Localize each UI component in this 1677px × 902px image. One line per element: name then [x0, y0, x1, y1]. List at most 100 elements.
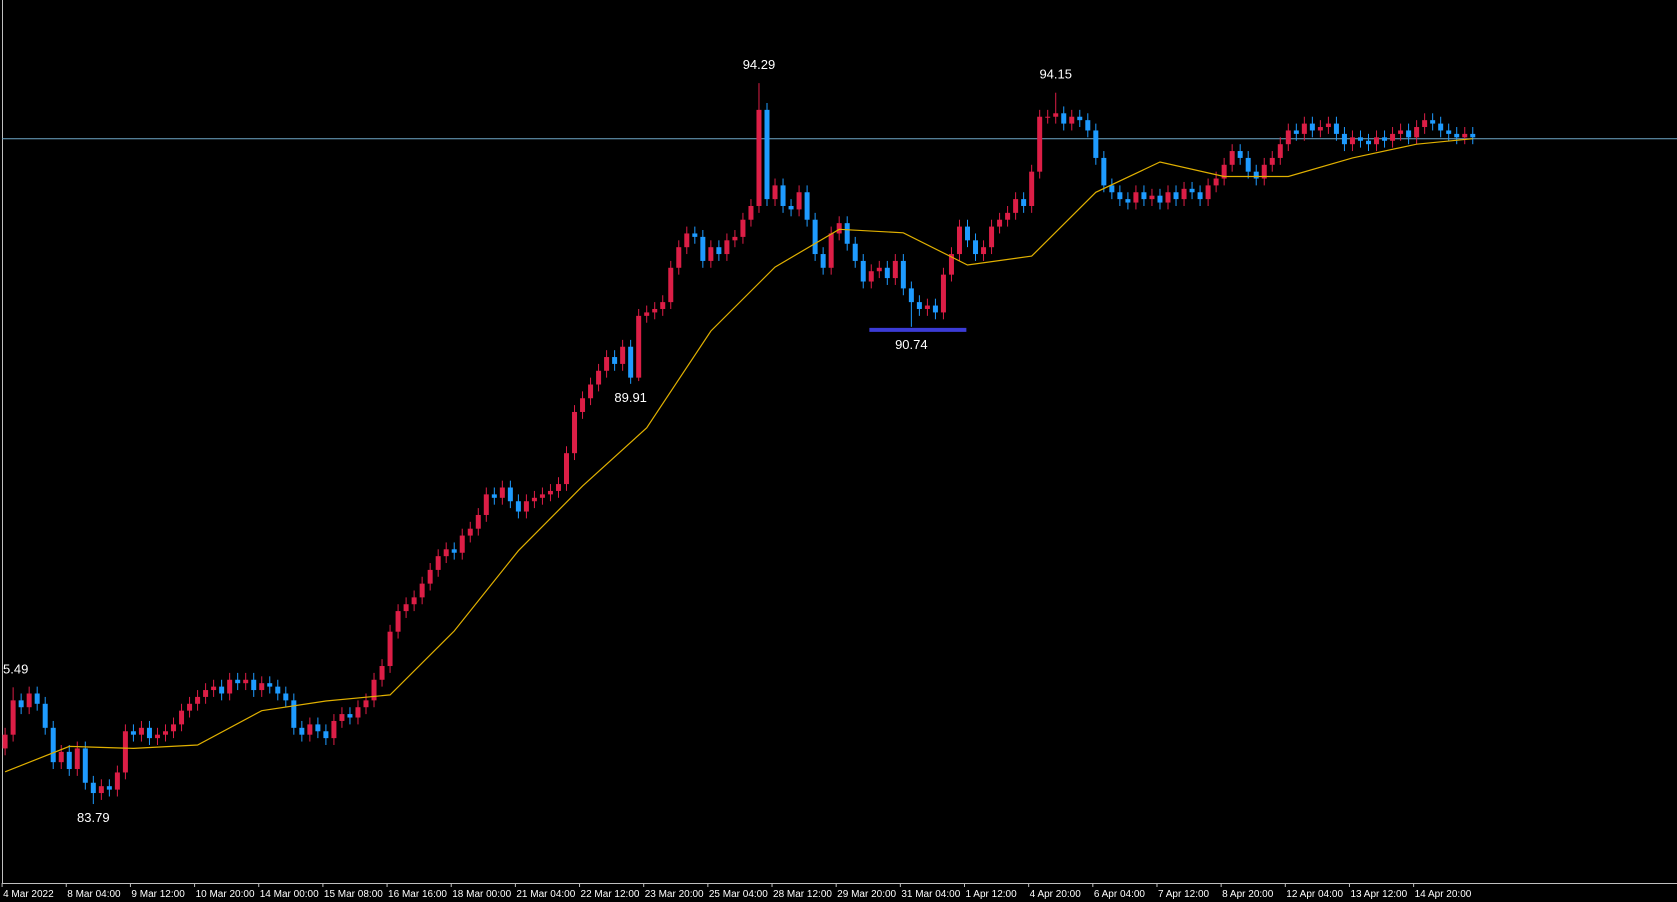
- candle-body: [531, 497, 537, 502]
- price-annotation: 83.79: [77, 810, 110, 825]
- candle-body: [1061, 113, 1067, 124]
- candle-body: [973, 240, 979, 255]
- candle-body: [732, 236, 738, 241]
- candle-body: [1125, 199, 1131, 203]
- candle-body: [130, 731, 136, 735]
- candle-body: [956, 226, 962, 255]
- candle-body: [564, 453, 569, 485]
- candle-body: [1157, 195, 1163, 203]
- candle-body: [42, 703, 48, 728]
- x-tick-label: 29 Mar 20:00: [837, 889, 896, 900]
- candle-body: [924, 305, 930, 309]
- candle-body: [820, 254, 826, 268]
- candle-body: [884, 267, 890, 279]
- candle-body: [868, 271, 874, 282]
- x-tick-label: 18 Mar 00:00: [452, 889, 511, 900]
- candle-body: [411, 597, 417, 605]
- candle-body: [179, 710, 185, 725]
- x-tick-label: 22 Mar 12:00: [581, 889, 640, 900]
- x-tick-label: 28 Mar 12:00: [773, 889, 832, 900]
- candle-body: [1165, 192, 1171, 203]
- candle-body: [676, 247, 682, 268]
- candle-body: [459, 535, 465, 553]
- candle-body: [1293, 130, 1299, 134]
- candle-body: [1325, 123, 1331, 128]
- candle-body: [1390, 133, 1396, 141]
- candle-body: [1261, 164, 1267, 179]
- candle-body: [620, 346, 626, 364]
- candle-body: [1245, 157, 1251, 172]
- candle-body: [1301, 123, 1307, 134]
- candle-body: [932, 305, 938, 313]
- candle-body: [1117, 192, 1123, 200]
- price-annotation: 94.15: [1039, 67, 1072, 82]
- candle-body: [547, 490, 553, 495]
- candle-body: [708, 247, 714, 261]
- candle-body: [363, 700, 369, 708]
- candle-body: [1013, 199, 1019, 213]
- candle-body: [876, 267, 882, 272]
- candle-body: [427, 569, 433, 584]
- candle-body: [90, 782, 96, 794]
- candle-body: [628, 346, 634, 378]
- candle-body: [772, 185, 778, 200]
- candle-body: [1446, 130, 1452, 134]
- x-tick-label: 13 Apr 12:00: [1350, 889, 1407, 900]
- candle-body: [764, 109, 770, 200]
- candle-body: [1470, 133, 1476, 138]
- candle-body: [1406, 130, 1412, 138]
- candle-body: [483, 494, 489, 515]
- candle-body: [1398, 130, 1404, 134]
- candle-body: [251, 679, 257, 691]
- x-tick-label: 8 Apr 20:00: [1222, 889, 1274, 900]
- candle-body: [1366, 140, 1371, 145]
- x-tick-label: 8 Mar 04:00: [67, 889, 121, 900]
- candle-body: [1133, 192, 1139, 203]
- candle-body: [146, 727, 152, 739]
- candle-body: [756, 109, 762, 206]
- candle-body: [1277, 144, 1283, 158]
- candle-body: [1269, 157, 1275, 165]
- candle-body: [1021, 199, 1027, 206]
- candle-body: [235, 679, 241, 684]
- candle-body: [443, 549, 449, 557]
- candle-body: [267, 683, 273, 687]
- candle-body: [114, 772, 120, 790]
- candle-body: [315, 724, 321, 732]
- x-tick-label: 6 Apr 04:00: [1094, 889, 1146, 900]
- candle-body: [219, 686, 225, 694]
- candle-body: [1285, 130, 1291, 145]
- candle-body: [1253, 171, 1259, 179]
- candle-body: [58, 751, 64, 763]
- candle-body: [1341, 133, 1347, 145]
- candle-body: [515, 501, 521, 512]
- candle-body: [700, 236, 706, 261]
- candle-body: [507, 487, 513, 502]
- candle-body: [989, 226, 995, 248]
- x-tick-label: 21 Mar 04:00: [516, 889, 575, 900]
- candle-body: [106, 786, 112, 790]
- candle-body: [748, 205, 754, 220]
- candle-body: [997, 219, 1003, 227]
- x-tick-label: 7 Apr 12:00: [1158, 889, 1210, 900]
- price-annotation: 90.74: [895, 337, 928, 352]
- candle-body: [499, 487, 505, 498]
- x-tick-label: 10 Mar 20:00: [196, 889, 255, 900]
- x-tick-label: 25 Mar 04:00: [709, 889, 768, 900]
- candle-body: [195, 696, 201, 704]
- candle-body: [1205, 185, 1211, 200]
- candle-body: [1149, 195, 1155, 200]
- candle-body: [668, 267, 674, 303]
- candle-body: [965, 226, 970, 241]
- candle-body: [403, 604, 409, 612]
- candle-body: [1317, 127, 1323, 131]
- candle-body: [1029, 171, 1035, 206]
- candle-body: [371, 679, 377, 701]
- candle-body: [331, 720, 337, 739]
- candle-body: [74, 748, 80, 770]
- candle-body: [323, 731, 329, 739]
- x-tick-label: 12 Apr 04:00: [1286, 889, 1343, 900]
- candle-body: [1093, 130, 1099, 158]
- candle-body: [1357, 137, 1363, 141]
